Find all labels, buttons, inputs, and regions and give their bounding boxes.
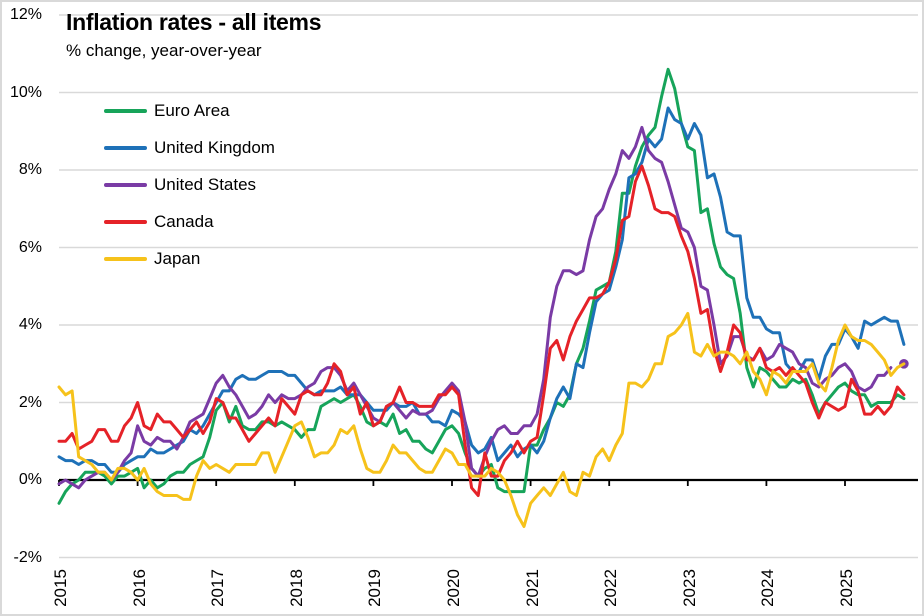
y-axis-label: -2% bbox=[13, 548, 42, 566]
x-axis-label: 2020 bbox=[443, 569, 463, 607]
legend-swatch-united-states bbox=[104, 182, 147, 187]
chart-title: Inflation rates - all items bbox=[66, 9, 322, 35]
legend-item-united-states: United States bbox=[104, 166, 275, 203]
y-axis-label: 6% bbox=[18, 238, 42, 256]
x-axis-label: 2016 bbox=[129, 569, 149, 607]
legend-item-united-kingdom: United Kingdom bbox=[104, 129, 275, 166]
x-axis-label: 2024 bbox=[758, 569, 778, 607]
legend-swatch-japan bbox=[104, 256, 147, 261]
x-axis-label: 2023 bbox=[679, 569, 699, 607]
legend: Euro Area United Kingdom United States Cana… bbox=[104, 92, 275, 277]
legend-label: United Kingdom bbox=[154, 137, 275, 157]
legend-item-japan: Japan bbox=[104, 240, 275, 277]
series-line-canada bbox=[57, 164, 906, 497]
y-axis-label: 10% bbox=[9, 83, 42, 101]
y-axis-label: 12% bbox=[9, 6, 42, 23]
series-line-japan bbox=[57, 311, 906, 528]
y-axis-label: 0% bbox=[18, 471, 42, 488]
legend-label: Canada bbox=[154, 211, 214, 231]
legend-label: Japan bbox=[154, 248, 201, 268]
legend-item-canada: Canada bbox=[104, 203, 275, 240]
legend-swatch-united-kingdom bbox=[104, 145, 147, 150]
chart-subtitle: % change, year-over-year bbox=[66, 41, 262, 60]
y-axis-label: 2% bbox=[18, 393, 42, 411]
legend-label: Euro Area bbox=[154, 100, 230, 120]
x-axis-label: 2017 bbox=[208, 569, 228, 607]
legend-item-euro-area: Euro Area bbox=[104, 92, 275, 129]
x-axis-label: 2025 bbox=[836, 569, 856, 607]
y-axis-label: 4% bbox=[18, 316, 42, 333]
legend-swatch-euro-area bbox=[104, 108, 147, 113]
x-axis-label: 2019 bbox=[365, 569, 385, 607]
x-axis-label: 2018 bbox=[286, 569, 306, 607]
x-axis-label: 2022 bbox=[601, 569, 621, 607]
y-axis-label: 8% bbox=[18, 161, 42, 178]
x-axis-label: 2015 bbox=[50, 569, 70, 607]
legend-swatch-canada bbox=[104, 219, 147, 224]
legend-label: United States bbox=[154, 174, 257, 194]
x-axis-label: 2021 bbox=[522, 569, 542, 607]
